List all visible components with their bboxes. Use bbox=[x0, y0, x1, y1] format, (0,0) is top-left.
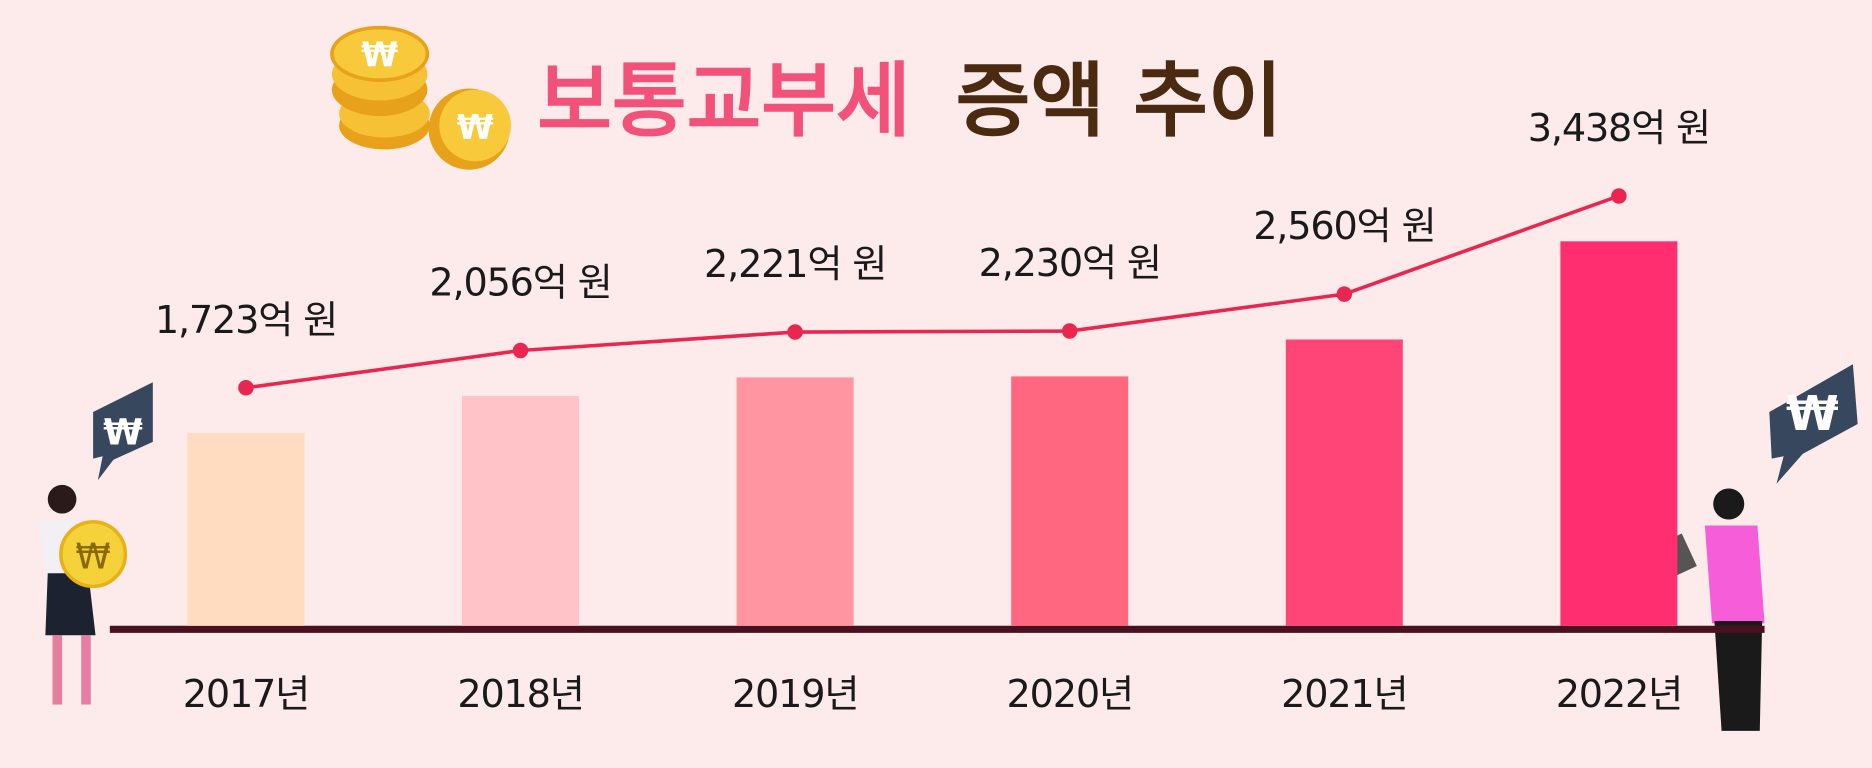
trend-line bbox=[245, 194, 1620, 390]
svg-text:₩: ₩ bbox=[457, 108, 494, 147]
x-tick-label: 2018년 bbox=[457, 673, 583, 717]
trend-point bbox=[787, 324, 803, 340]
x-tick-label: 2022년 bbox=[1556, 673, 1682, 717]
woman-figure: ₩ ₩ bbox=[38, 382, 153, 705]
bar bbox=[1285, 339, 1403, 626]
trend-point bbox=[1611, 188, 1627, 204]
value-label: 2,056억 원 bbox=[429, 262, 611, 306]
value-label: 1,723억 원 bbox=[155, 299, 337, 343]
bar bbox=[462, 395, 580, 626]
x-tick-label: 2020년 bbox=[1007, 673, 1133, 717]
svg-text:₩: ₩ bbox=[361, 35, 398, 74]
x-tick-label: 2019년 bbox=[732, 673, 858, 717]
coins-icon: ₩ ₩ bbox=[330, 25, 511, 170]
value-label: 3,438억 원 bbox=[1528, 107, 1710, 151]
x-tick-label: 2021년 bbox=[1281, 673, 1407, 717]
trend-point bbox=[512, 342, 529, 359]
trend-point bbox=[1061, 323, 1078, 339]
bar bbox=[1011, 376, 1129, 626]
svg-text:₩: ₩ bbox=[1786, 387, 1839, 442]
bar bbox=[736, 377, 854, 626]
title-highlight: 보통교부세 bbox=[537, 55, 910, 149]
value-label: 2,221억 원 bbox=[704, 243, 886, 287]
chart-title: 보통교부세 증액 추이 bbox=[537, 55, 1282, 149]
value-label: 2,230억 원 bbox=[979, 242, 1161, 286]
svg-text:₩: ₩ bbox=[75, 536, 110, 577]
trend-point bbox=[1336, 286, 1353, 302]
x-tick-label: 2017년 bbox=[183, 673, 309, 717]
value-label: 2,560억 원 bbox=[1253, 205, 1435, 249]
trend-point bbox=[238, 379, 254, 396]
bar bbox=[187, 433, 305, 626]
man-figure: ₩ bbox=[1657, 364, 1858, 731]
title-rest: 증액 추이 bbox=[956, 55, 1283, 149]
bar bbox=[1560, 241, 1678, 626]
svg-text:₩: ₩ bbox=[103, 412, 143, 453]
